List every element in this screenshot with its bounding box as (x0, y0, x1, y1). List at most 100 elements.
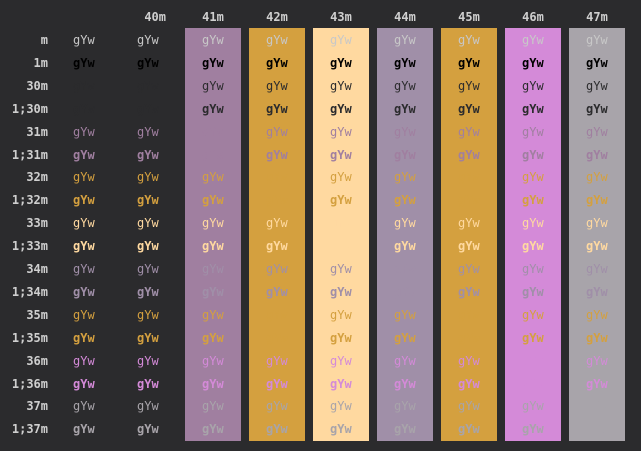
sample-cell: gYw (202, 239, 224, 254)
sample-cell: gYw (458, 193, 480, 208)
sample-cell: gYw (394, 376, 416, 391)
row-label: m (40, 33, 48, 47)
sample-cell: gYw (73, 216, 95, 231)
sample-cell: gYw (522, 216, 544, 231)
sample-cell: gYw (458, 124, 480, 139)
sample-cell: gYw (522, 124, 544, 139)
sample-cell: gYw (394, 78, 416, 93)
row-label: 34m (26, 262, 48, 276)
sample-cell: gYw (330, 216, 352, 231)
sample-cell: gYw (586, 147, 608, 162)
sample-cell: gYw (330, 330, 352, 345)
sample-cell: gYw (522, 307, 544, 322)
sample-cell: gYw (266, 422, 288, 437)
sample-cell: gYw (73, 399, 95, 414)
sample-cell: gYw (266, 193, 288, 208)
sample-cell: gYw (394, 422, 416, 437)
sample-cell: gYw (522, 101, 544, 116)
sample-cell: gYw (73, 284, 95, 299)
sample-cell: gYw (586, 78, 608, 93)
sample-cell: gYw (394, 262, 416, 276)
sample-cell: gYw (266, 307, 288, 322)
sample-cell: gYw (330, 353, 352, 368)
sample-cell: gYw (522, 33, 544, 47)
sample-cell: gYw (266, 239, 288, 254)
sample-cell: gYw (586, 376, 608, 391)
sample-cell: gYw (137, 376, 159, 391)
sample-cell: gYw (73, 78, 95, 93)
sample-cell: gYw (266, 330, 288, 345)
sample-cell: gYw (394, 239, 416, 254)
sample-cell: gYw (330, 55, 352, 70)
sample-cell: gYw (458, 330, 480, 345)
sample-cell: gYw (202, 353, 224, 368)
sample-cell: gYw (137, 33, 159, 47)
column-header: 43m (330, 10, 352, 24)
sample-cell: gYw (73, 55, 95, 70)
sample-cell: gYw (202, 216, 224, 231)
sample-cell: gYw (73, 376, 95, 391)
sample-cell: gYw (73, 307, 95, 322)
sample-cell: gYw (137, 399, 159, 414)
sample-cell: gYw (394, 101, 416, 116)
sample-cell: gYw (137, 147, 159, 162)
row-label: 35m (26, 307, 48, 322)
sample-cell: gYw (137, 170, 159, 185)
column-header: 46m (522, 10, 544, 24)
sample-cell: gYw (394, 399, 416, 414)
bg-column-42m (249, 28, 305, 441)
sample-cell: gYw (522, 399, 544, 414)
sample-cell: gYw (266, 376, 288, 391)
bg-column-47m (569, 28, 625, 441)
bg-column-41m (185, 28, 241, 441)
sample-cell: gYw (522, 55, 544, 70)
sample-cell: gYw (458, 422, 480, 437)
column-header: 42m (266, 10, 288, 24)
sample-cell: gYw (73, 422, 95, 437)
sample-cell: gYw (202, 262, 224, 276)
sample-cell: gYw (137, 330, 159, 345)
sample-cell: gYw (586, 239, 608, 254)
row-label: 1;33m (11, 239, 48, 254)
row-label: 1;35m (11, 330, 48, 345)
sample-cell: gYw (586, 193, 608, 208)
sample-cell: gYw (586, 353, 608, 368)
sample-cell: gYw (586, 284, 608, 299)
sample-cell: gYw (330, 33, 352, 47)
sample-cell: gYw (394, 55, 416, 70)
sample-cell: gYw (586, 216, 608, 231)
sample-cell: gYw (202, 307, 224, 322)
sample-cell: gYw (266, 78, 288, 93)
sample-cell: gYw (330, 147, 352, 162)
sample-cell: gYw (137, 353, 159, 368)
sample-cell: gYw (137, 422, 159, 437)
sample-cell: gYw (522, 147, 544, 162)
sample-cell: gYw (202, 170, 224, 185)
sample-cell: gYw (73, 33, 95, 47)
sample-cell: gYw (137, 307, 159, 322)
sample-cell: gYw (394, 307, 416, 322)
sample-cell: gYw (394, 284, 416, 299)
column-header: 47m (586, 10, 608, 24)
sample-cell: gYw (330, 124, 352, 139)
bg-column-43m (313, 28, 369, 441)
sample-cell: gYw (137, 78, 159, 93)
sample-cell: gYw (202, 376, 224, 391)
row-label: 1;36m (11, 376, 48, 391)
sample-cell: gYw (458, 284, 480, 299)
sample-cell: gYw (394, 33, 416, 47)
sample-cell: gYw (73, 101, 95, 116)
sample-cell: gYw (330, 422, 352, 437)
sample-cell: gYw (202, 284, 224, 299)
sample-cell: gYw (266, 55, 288, 70)
sample-cell: gYw (137, 284, 159, 299)
sample-cell: gYw (266, 216, 288, 231)
row-label: 36m (26, 353, 48, 368)
sample-cell: gYw (202, 193, 224, 208)
sample-cell: gYw (266, 147, 288, 162)
sample-cell: gYw (458, 353, 480, 368)
sample-cell: gYw (586, 399, 608, 414)
sample-cell: gYw (586, 33, 608, 47)
row-label: 1;37m (11, 422, 48, 437)
